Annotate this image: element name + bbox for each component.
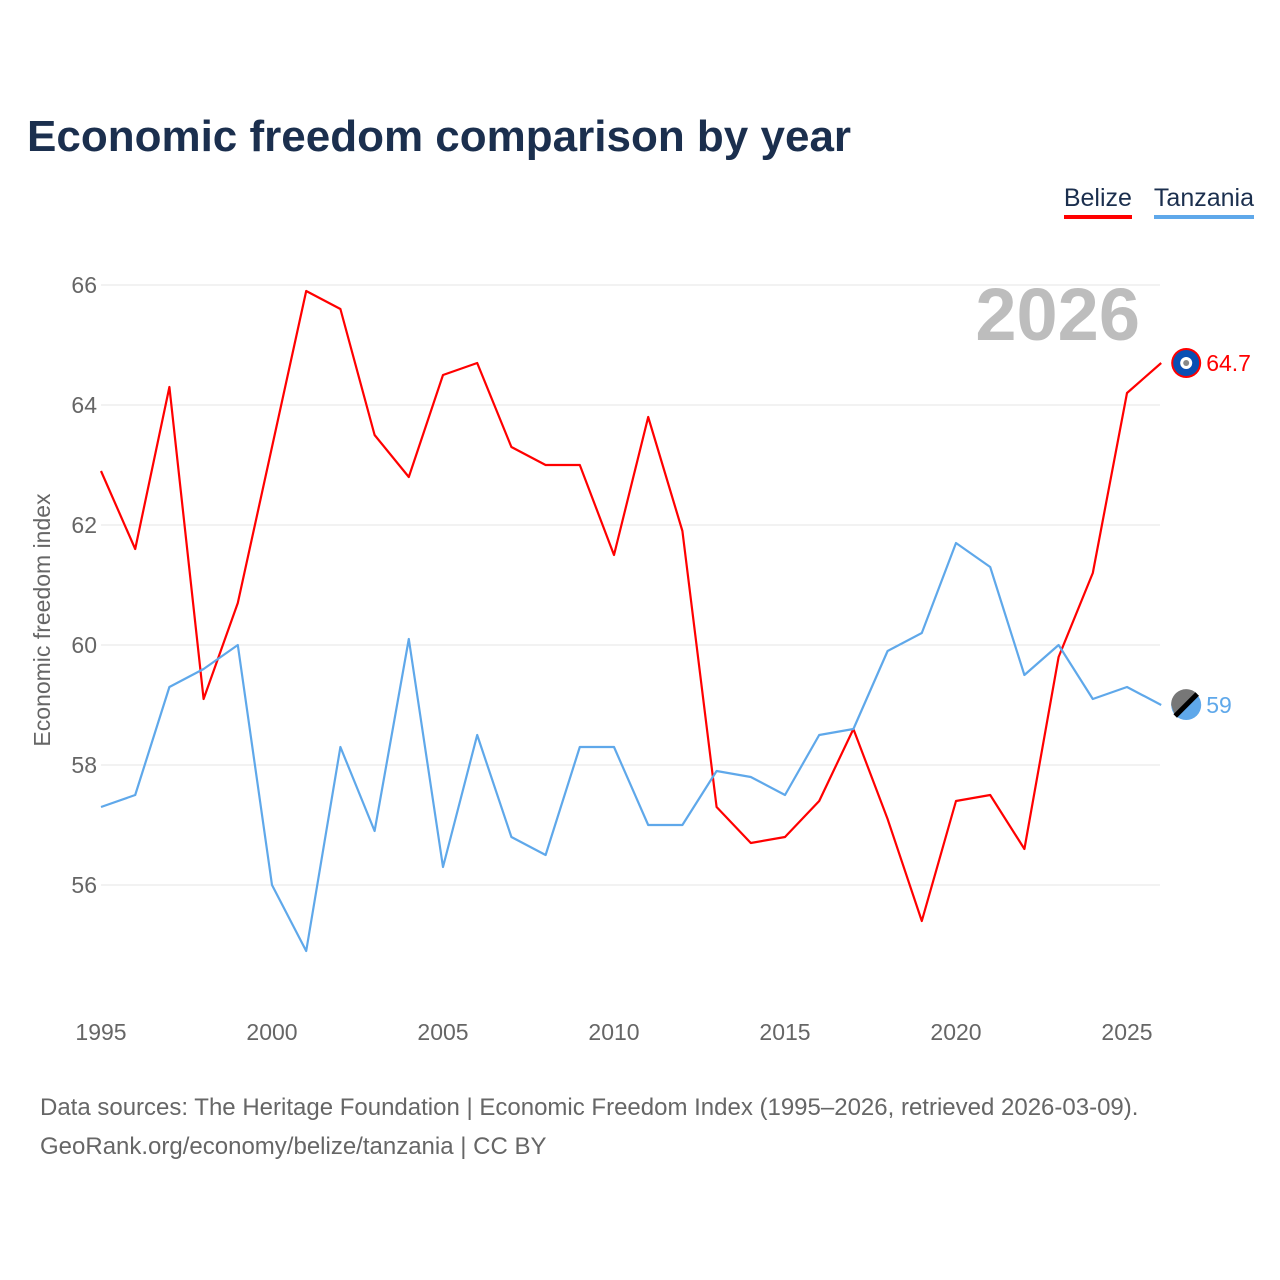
x-tick-label: 1995	[75, 1019, 126, 1045]
legend-tanzania[interactable]: Tanzania	[1153, 184, 1254, 219]
attribution-link[interactable]: GeoRank.org/economy/belize/tanzania | CC…	[40, 1133, 547, 1160]
footer: Data sources: The Heritage Foundation | …	[40, 1088, 1138, 1166]
flag-upper	[1171, 689, 1198, 716]
y-tick-label: 62	[71, 512, 97, 538]
x-tick-label: 2015	[759, 1019, 810, 1045]
tanzania-flag-icon	[1171, 689, 1202, 720]
y-tick-label: 60	[71, 632, 97, 658]
x-tick-label: 2025	[1101, 1019, 1152, 1045]
x-tick-label: 2010	[588, 1019, 639, 1045]
end-value-label: 59	[1206, 692, 1232, 718]
y-tick-label: 58	[71, 752, 97, 778]
year-watermark: 2026	[975, 273, 1140, 356]
source-text: Data sources: The Heritage Foundation | …	[40, 1094, 1139, 1121]
series-line-tanzania	[100, 541, 1162, 953]
y-tick-label: 66	[71, 272, 97, 298]
x-tick-label: 2000	[246, 1019, 297, 1045]
chart-title: Economic freedom comparison by year	[27, 112, 852, 161]
x-tick-label: 2005	[417, 1019, 468, 1045]
y-axis-label: Economic freedom index	[29, 493, 55, 747]
x-tick-label: 2020	[930, 1019, 981, 1045]
y-tick-label: 64	[71, 392, 97, 418]
belize-flag-icon	[1171, 348, 1202, 378]
flag-emblem-center	[1183, 360, 1190, 366]
series-line-belize	[99, 289, 1162, 923]
end-value-label: 64.7	[1206, 350, 1251, 376]
legend-belize[interactable]: Belize	[1063, 184, 1132, 219]
y-tick-label: 56	[71, 872, 97, 898]
legend: Belize Tanzania	[1063, 184, 1254, 219]
flag-band	[1173, 692, 1199, 718]
